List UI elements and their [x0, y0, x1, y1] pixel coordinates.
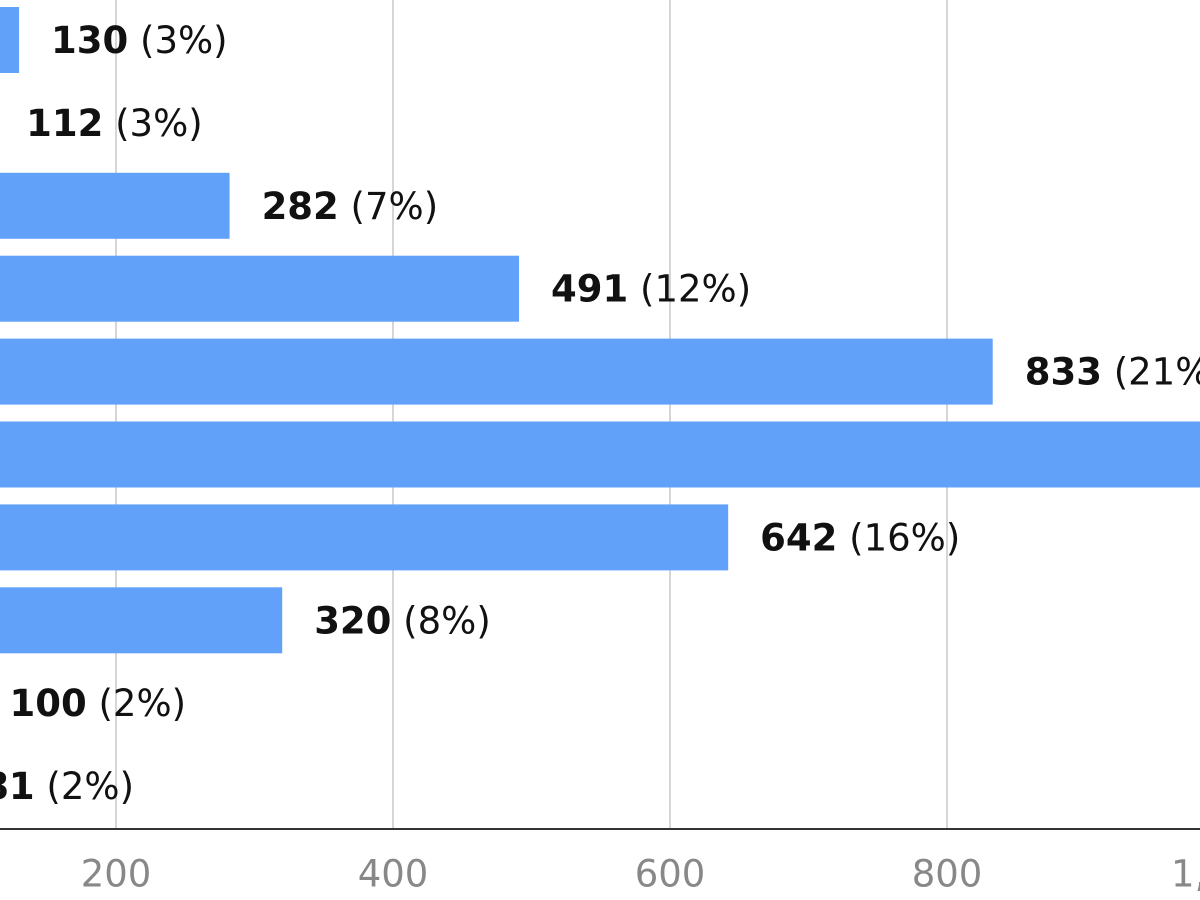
value-label: 491 (12%)	[551, 267, 751, 310]
value-label: 282 (7%)	[262, 184, 439, 227]
bar	[0, 338, 993, 405]
x-tick-label: 1,000	[1171, 853, 1200, 896]
value-percent: (12%)	[628, 267, 751, 310]
value-percent: (7%)	[339, 184, 438, 227]
value-number: 81	[0, 765, 35, 808]
bar	[0, 421, 1200, 488]
value-label: 100 (2%)	[10, 682, 187, 725]
bar	[0, 504, 729, 571]
value-number: 100	[10, 682, 87, 725]
value-number: 491	[551, 267, 628, 310]
value-label: 81 (2%)	[0, 765, 134, 808]
x-tick-label: 800	[912, 853, 983, 896]
bar	[0, 172, 230, 239]
value-label: 642 (16%)	[760, 516, 960, 559]
x-tick-label: 600	[635, 853, 706, 896]
value-percent: (3%)	[128, 19, 227, 62]
value-label: 833 (21%)	[1025, 350, 1200, 393]
value-number: 282	[262, 184, 339, 227]
value-percent: (2%)	[35, 765, 134, 808]
value-percent: (16%)	[837, 516, 960, 559]
bar	[0, 7, 20, 73]
value-percent: (21%)	[1102, 350, 1200, 393]
value-label: 130 (3%)	[51, 19, 228, 62]
value-number: 833	[1025, 350, 1102, 393]
value-percent: (2%)	[87, 682, 186, 725]
value-percent: (3%)	[103, 101, 202, 144]
value-number: 320	[314, 599, 391, 642]
x-tick-label: 400	[358, 853, 429, 896]
bar	[0, 587, 283, 654]
value-number: 112	[26, 101, 103, 144]
bar	[0, 255, 520, 322]
value-number: 130	[51, 19, 128, 62]
value-number: 642	[760, 516, 837, 559]
value-percent: (8%)	[391, 599, 490, 642]
value-label: 112 (3%)	[26, 101, 203, 144]
x-tick-label: 200	[81, 853, 152, 896]
value-label: 320 (8%)	[314, 599, 491, 642]
